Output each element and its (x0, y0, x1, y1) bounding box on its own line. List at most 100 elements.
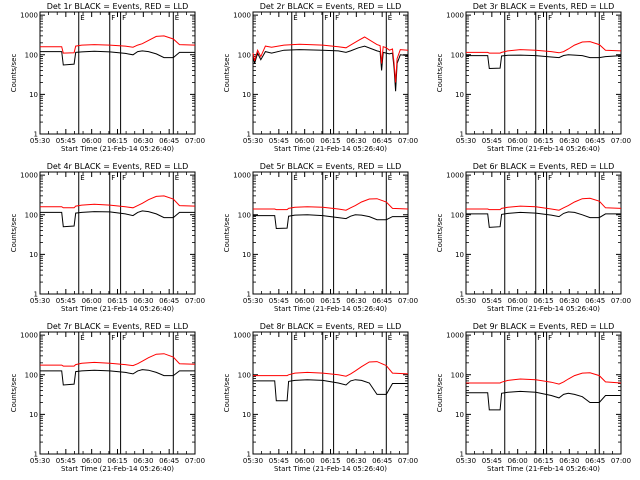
x-tick-label: 06:45 (159, 297, 179, 305)
detector-plot-1: Det 1r BLACK = Events, RED = LLD 1 10 100 10… (10, 2, 205, 153)
y-tick-label: 1000 (233, 172, 251, 180)
x-tick-label: 07:00 (398, 297, 418, 305)
x-tick-label: 07:00 (185, 137, 205, 145)
x-tick-label: 05:30 (243, 457, 263, 465)
y-axis-label: Counts/sec (10, 214, 18, 253)
x-tick-label: 07:00 (398, 137, 418, 145)
x-tick-label: 05:45 (56, 137, 76, 145)
event-marker-label: E (175, 14, 179, 22)
y-tick-label: 10 (242, 91, 251, 99)
x-tick-label: 06:15 (107, 457, 127, 465)
event-marker-label: E (80, 14, 84, 22)
x-tick-label: 07:00 (398, 457, 418, 465)
x-tick-label: 06:30 (346, 297, 366, 305)
y-tick-label: 100 (25, 371, 38, 379)
x-tick-label: 07:00 (611, 457, 631, 465)
plot-title: Det 1r BLACK = Events, RED = LLD (47, 2, 189, 11)
x-tick-label: 05:30 (243, 297, 263, 305)
x-tick-label: 06:30 (133, 457, 153, 465)
plot-frame (39, 171, 196, 295)
x-tick-label: 05:45 (269, 457, 289, 465)
detector-plot-5: Det 5r BLACK = Events, RED = LLD 1 10 100 10… (223, 162, 418, 313)
y-tick-label: 10 (29, 251, 38, 259)
event-marker-label: E (388, 14, 392, 22)
event-marker-label: E (175, 174, 179, 182)
x-tick-label: 06:30 (133, 297, 153, 305)
plot-title: Det 6r BLACK = Events, RED = LLD (473, 162, 615, 171)
plot-title: Det 3r BLACK = Events, RED = LLD (473, 2, 615, 11)
event-marker-label: F (111, 14, 115, 22)
y-tick-label: 100 (238, 51, 251, 59)
plot-frame (252, 11, 409, 135)
x-tick-label: 06:00 (508, 297, 528, 305)
x-tick-label: 06:45 (159, 137, 179, 145)
event-marker-label: F (122, 14, 126, 22)
plot-title: Det 2r BLACK = Events, RED = LLD (260, 2, 402, 11)
y-axis-label: Counts/sec (223, 374, 231, 413)
event-marker-label: F (122, 334, 126, 342)
plot-frame (465, 331, 622, 455)
x-axis-label: Start Time (21-Feb-14 05:26:40) (61, 465, 174, 473)
event-marker-label: E (601, 14, 605, 22)
y-tick-label: 10 (29, 91, 38, 99)
y-tick-label: 1000 (233, 12, 251, 20)
series-line-lld (466, 372, 622, 385)
series-line-events (253, 379, 408, 402)
x-tick-label: 06:00 (508, 457, 528, 465)
detector-plot-8: Det 8r BLACK = Events, RED = LLD 1 10 100 10… (223, 322, 418, 473)
event-marker-label: F (537, 14, 541, 22)
x-tick-label: 06:00 (295, 297, 315, 305)
event-marker-label: E (80, 174, 84, 182)
detector-plot-9: Det 9r BLACK = Events, RED = LLD 1 10 100 10… (436, 322, 631, 473)
event-marker-label: F (548, 174, 552, 182)
y-axis-label: Counts/sec (223, 54, 231, 93)
series-line-events (466, 54, 622, 70)
x-tick-label: 06:30 (133, 137, 153, 145)
plot-title: Det 7r BLACK = Events, RED = LLD (47, 322, 189, 331)
event-marker-label: E (601, 174, 605, 182)
y-tick-label: 1000 (446, 12, 464, 20)
x-tick-label: 06:45 (585, 137, 605, 145)
x-axis-label: Start Time (21-Feb-14 05:26:40) (61, 305, 174, 313)
event-marker-label: F (537, 174, 541, 182)
detector-plot-3: Det 3r BLACK = Events, RED = LLD 1 10 100 10… (436, 2, 631, 153)
series-line-events (40, 369, 195, 386)
x-tick-label: 06:00 (82, 457, 102, 465)
event-marker-label: F (335, 174, 339, 182)
x-tick-label: 06:00 (82, 137, 102, 145)
event-marker-label: F (324, 174, 328, 182)
y-tick-label: 1000 (446, 172, 464, 180)
x-tick-label: 07:00 (185, 457, 205, 465)
y-tick-label: 10 (242, 251, 251, 259)
event-marker-label: E (506, 14, 510, 22)
y-tick-label: 100 (25, 211, 38, 219)
y-axis-label: Counts/sec (10, 374, 18, 413)
event-marker-label: E (293, 174, 297, 182)
event-marker-label: E (293, 334, 297, 342)
series-line-events (466, 211, 621, 228)
x-tick-label: 06:00 (295, 457, 315, 465)
event-marker-label: E (506, 334, 510, 342)
series-line-lld (466, 41, 622, 54)
y-tick-label: 100 (451, 371, 464, 379)
y-axis-label: Counts/sec (436, 214, 444, 253)
x-tick-label: 06:45 (585, 297, 605, 305)
x-tick-label: 05:30 (456, 297, 476, 305)
event-marker-label: F (335, 14, 339, 22)
y-axis-label: Counts/sec (223, 214, 231, 253)
y-tick-label: 1 (460, 131, 464, 139)
event-marker-label: F (111, 334, 115, 342)
x-tick-label: 05:45 (56, 297, 76, 305)
y-tick-label: 100 (238, 211, 251, 219)
x-tick-label: 06:15 (533, 457, 553, 465)
y-tick-label: 10 (455, 411, 464, 419)
x-tick-label: 06:15 (533, 137, 553, 145)
x-tick-label: 06:15 (320, 137, 340, 145)
x-tick-label: 06:00 (508, 137, 528, 145)
x-tick-label: 06:15 (533, 297, 553, 305)
y-tick-label: 1000 (20, 332, 38, 340)
y-axis-label: Counts/sec (10, 54, 18, 93)
series-line-lld (253, 361, 409, 377)
y-tick-label: 1 (247, 131, 251, 139)
